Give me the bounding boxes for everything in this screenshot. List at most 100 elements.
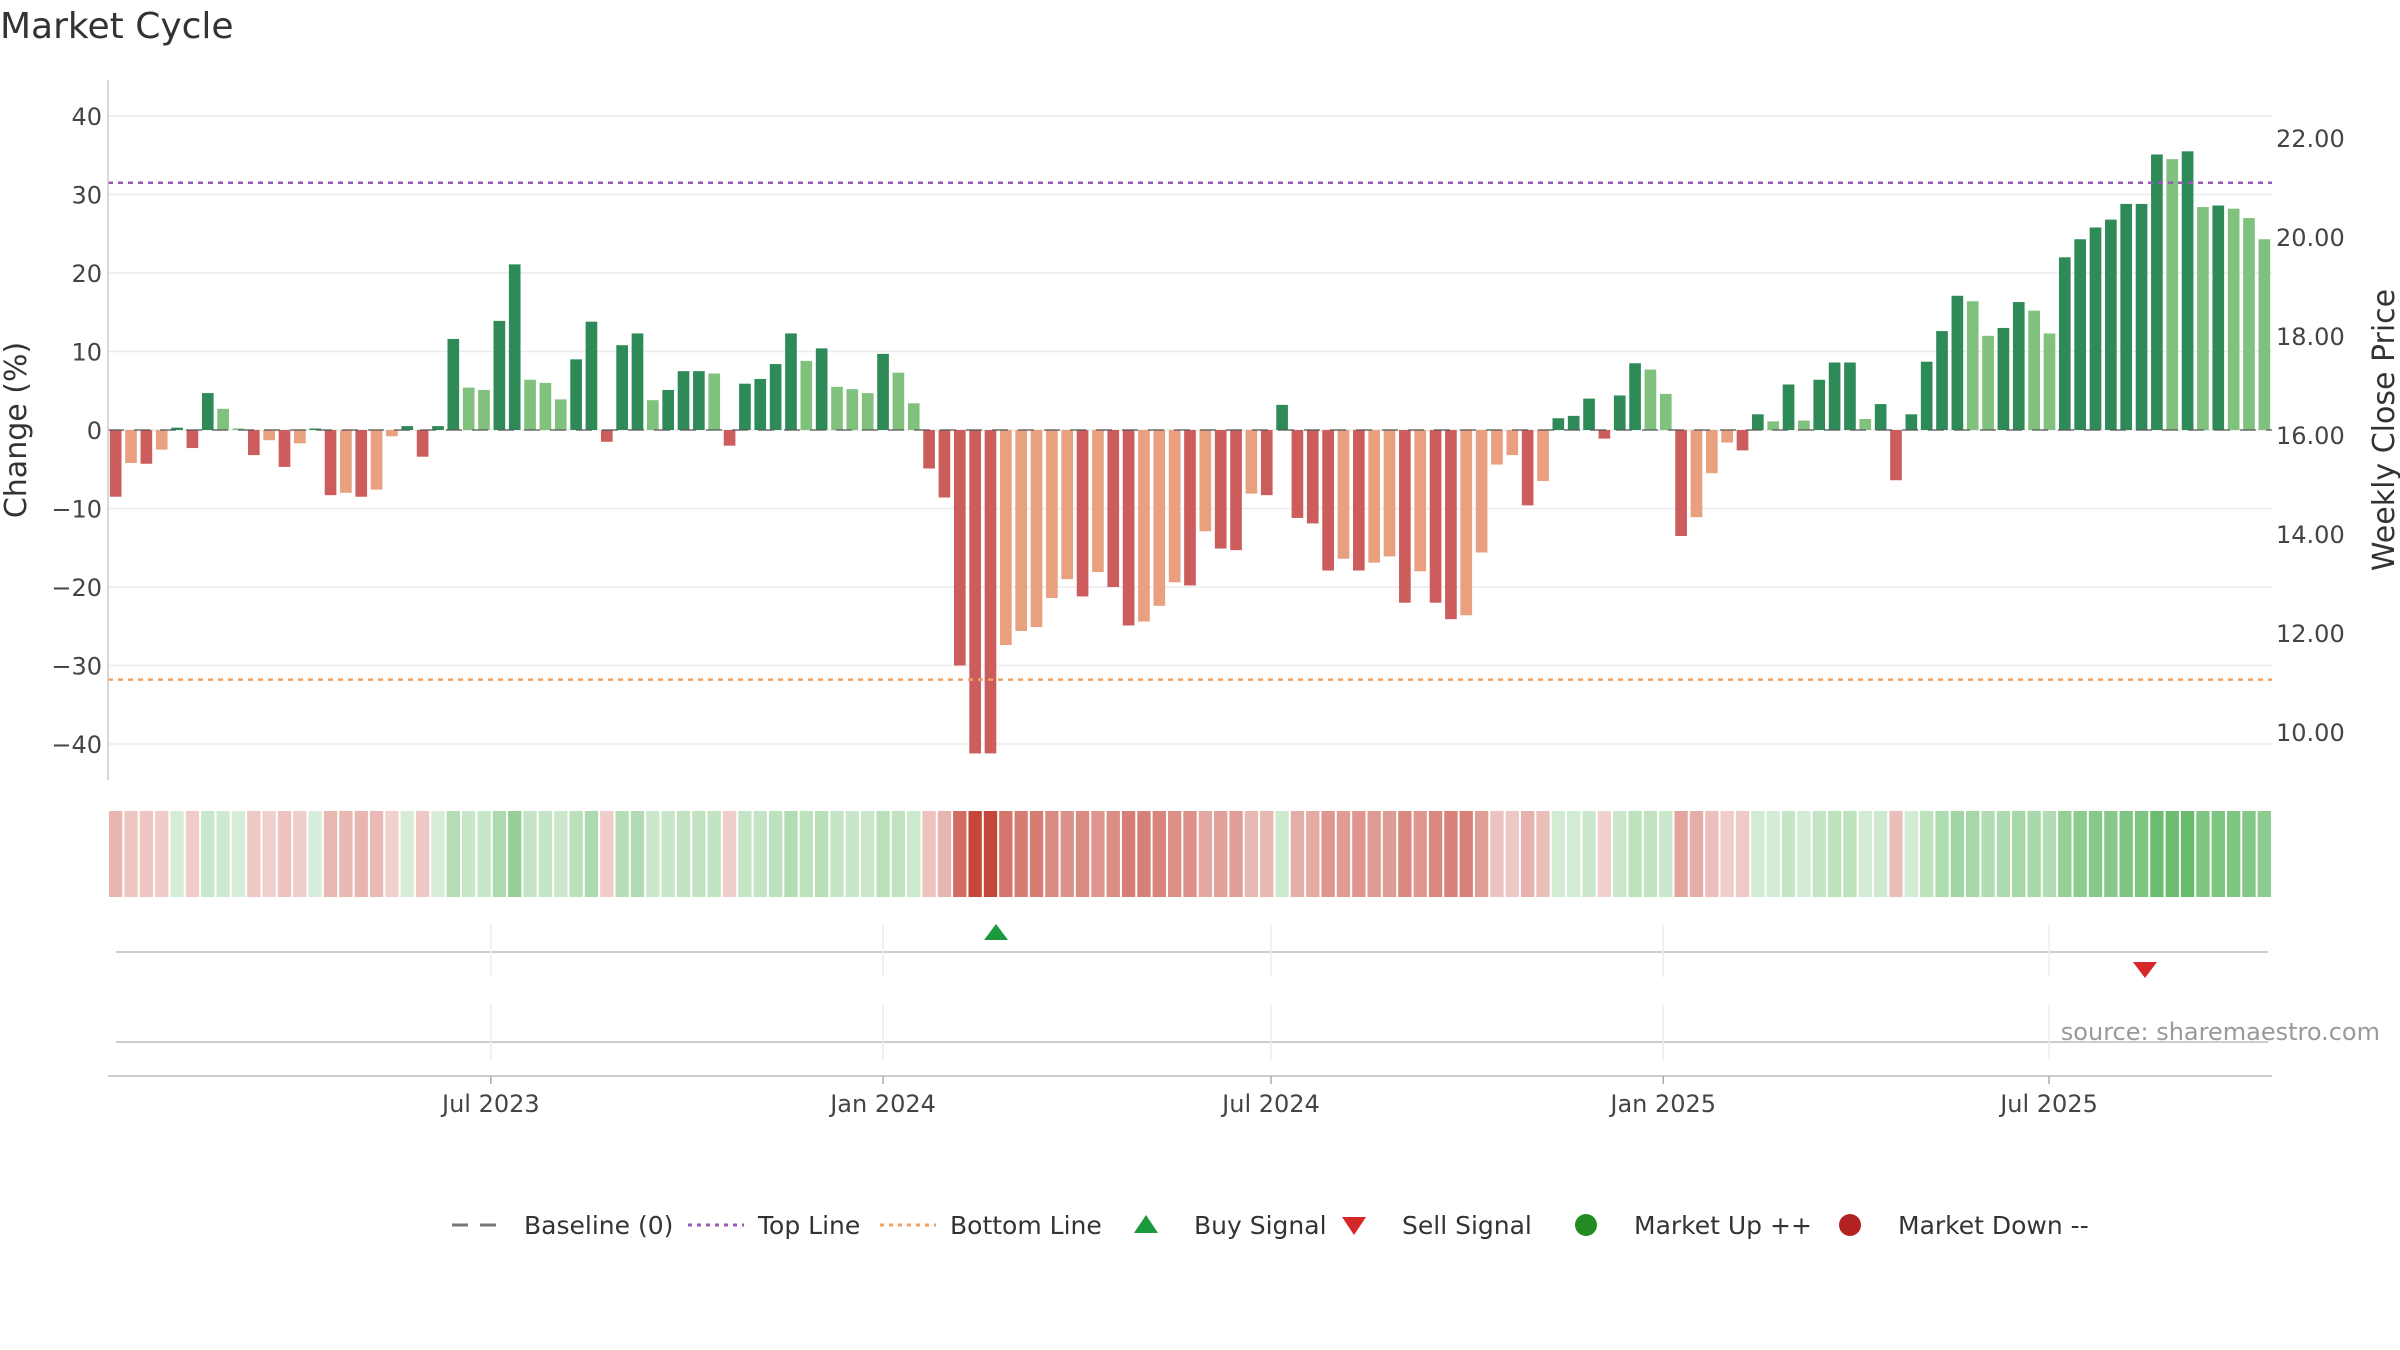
bar	[815, 348, 828, 430]
bar	[1260, 430, 1273, 496]
bar	[1399, 430, 1411, 603]
heat-cell	[753, 811, 767, 897]
heat-cell	[1198, 811, 1213, 897]
heat-cell	[446, 811, 460, 897]
axis-layer: 40 30 20 10 0 −10 −20 −30 −40 22.00 20.00 18.00 16.0…	[0, 80, 2400, 780]
bar	[462, 387, 475, 430]
bar	[447, 338, 460, 430]
bar	[1429, 430, 1442, 603]
heat-cell	[891, 811, 906, 897]
bar	[2243, 218, 2255, 430]
y2-tick-label: 14.00	[2276, 521, 2345, 549]
heat-cell	[799, 811, 813, 897]
heat-cell	[861, 811, 875, 897]
heat-cell	[2242, 811, 2256, 897]
heat-cell	[1812, 811, 1826, 897]
heat-cell	[1889, 811, 1903, 897]
heat-cell	[109, 811, 123, 897]
heat-cell	[1336, 811, 1351, 897]
bar	[1644, 369, 1657, 430]
bar	[401, 426, 414, 430]
heat-cell	[646, 811, 660, 897]
heat-cell	[876, 811, 890, 897]
heat-cell	[784, 811, 798, 897]
heat-cell	[569, 811, 583, 897]
heat-cell	[1613, 811, 1627, 897]
heat-strip	[109, 811, 2271, 897]
heat-cell	[1904, 811, 1919, 897]
bar	[1015, 430, 1028, 631]
bar	[969, 430, 981, 754]
bar	[1721, 430, 1733, 443]
heat-cell	[2180, 811, 2195, 897]
bar	[1675, 430, 1687, 536]
heat-cell	[385, 811, 399, 897]
bar	[1874, 404, 1887, 430]
heat-cell	[1152, 811, 1166, 897]
heat-cell	[1551, 811, 1566, 897]
bar	[386, 430, 398, 437]
bar	[1383, 430, 1396, 557]
bar	[1460, 430, 1473, 616]
bar	[1138, 430, 1150, 622]
heat-cell	[2104, 811, 2118, 897]
heat-cell	[2042, 811, 2057, 897]
bar	[278, 430, 291, 467]
heat-cell	[1260, 811, 1274, 897]
bar	[201, 393, 214, 430]
y-tick-label: 40	[71, 103, 102, 131]
bar	[2028, 310, 2040, 430]
heat-cell	[492, 811, 507, 897]
heat-cell	[968, 811, 982, 897]
heat-cell	[738, 811, 752, 897]
bar	[923, 430, 935, 469]
legend-item: Sell Signal	[1342, 1211, 1532, 1240]
source-text: source: sharemaestro.com	[2061, 1018, 2380, 1046]
heat-cell	[584, 811, 599, 897]
y-tick-label: −10	[51, 496, 102, 524]
bar	[1199, 430, 1212, 532]
heat-cell	[2196, 811, 2210, 897]
heat-cell	[323, 811, 338, 897]
bar	[1890, 430, 1902, 481]
heat-cell	[1398, 811, 1412, 897]
bar	[309, 428, 322, 430]
heat-cell	[400, 811, 414, 897]
legend-swatch-buy	[1134, 1215, 1158, 1233]
signal-panel: Jul 2023 Jan 2024 Jul 2024 Jan 2025 Jul 2025	[108, 924, 2272, 1118]
chart-title: Market Cycle	[0, 6, 234, 47]
legend-label: Baseline (0)	[524, 1211, 673, 1240]
bar	[938, 430, 951, 498]
bar	[432, 426, 444, 430]
heat-cell	[1106, 811, 1120, 897]
heat-cell	[2226, 811, 2241, 897]
heat-cell	[983, 811, 998, 897]
bar	[2166, 159, 2179, 431]
bar	[600, 430, 613, 442]
bar	[2089, 227, 2102, 430]
bar	[677, 371, 690, 430]
bar	[2058, 257, 2071, 430]
bar	[2135, 203, 2148, 430]
heat-cell	[922, 811, 936, 897]
heat-cell	[692, 811, 706, 897]
y2-tick-label: 12.00	[2276, 620, 2345, 648]
bar	[831, 386, 843, 430]
bar	[140, 430, 153, 464]
heat-cell	[1306, 811, 1320, 897]
bar	[693, 371, 705, 430]
heat-cell	[676, 811, 691, 897]
heat-cell	[1167, 811, 1182, 897]
bar	[1567, 415, 1580, 430]
x-tick-label: Jul 2023	[440, 1090, 540, 1118]
bar	[554, 399, 567, 430]
bar	[1352, 430, 1365, 571]
bar	[2074, 239, 2086, 430]
bar	[631, 333, 644, 430]
heat-cell	[339, 811, 353, 897]
bar	[340, 430, 352, 493]
bar	[508, 264, 521, 430]
bar	[1153, 430, 1166, 606]
heat-cell	[830, 811, 844, 897]
bar	[2258, 239, 2271, 430]
